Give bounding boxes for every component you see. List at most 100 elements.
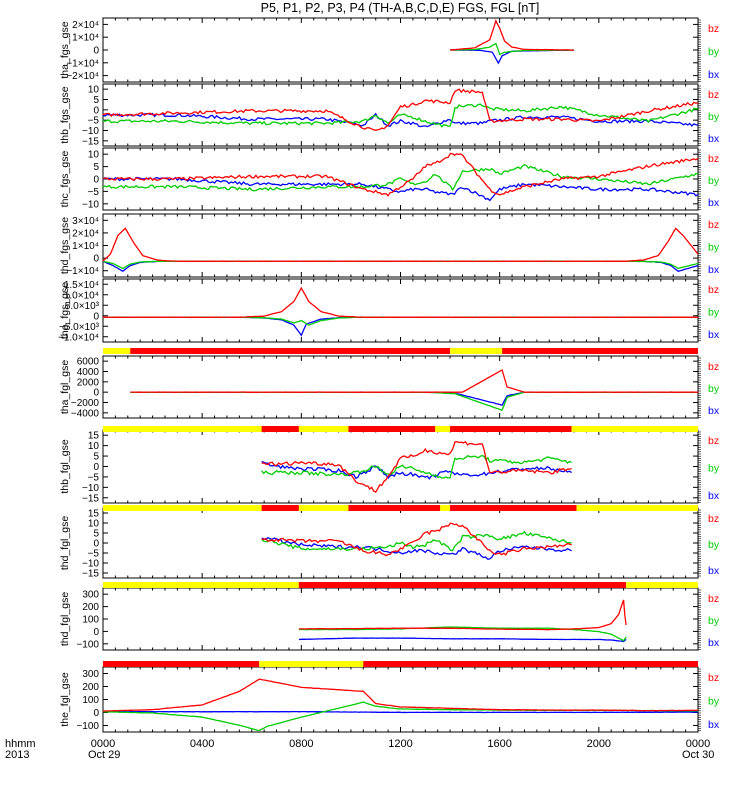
- y-tick-label: −4000: [71, 408, 100, 419]
- panel-frame: [102, 213, 699, 278]
- y-tick-label: 4000: [77, 367, 100, 378]
- y-axis-label: the_fgs_gse: [59, 282, 71, 339]
- y-axis-label: thd_fgl_gse: [59, 592, 71, 646]
- y-tick-label: 200: [82, 602, 99, 613]
- series-bz: [102, 227, 699, 263]
- status-segment-yellow: [298, 426, 349, 432]
- status-segment-red: [363, 661, 698, 667]
- panel-the_fgs_gse: the_fgs_gse1.5×10⁴1.0×10⁴5.0×10³0−5.0×10…: [58, 278, 720, 343]
- y-tick-label: 1×10⁴: [72, 33, 99, 44]
- legend-bz: bz: [708, 284, 719, 296]
- time-axis: hhmm 2013 Oct 29 Oct 30 0000 0400 0800 1200…: [5, 738, 714, 761]
- series-bz: [102, 152, 699, 197]
- legend-by: by: [708, 463, 720, 475]
- series-bx: [102, 112, 699, 128]
- status-segment-yellow: [103, 582, 299, 588]
- series-by: [102, 316, 699, 326]
- y-tick-label: 5: [93, 95, 99, 106]
- legend-by: by: [708, 111, 720, 123]
- legend-bx: bx: [708, 637, 720, 649]
- series-bz: [102, 88, 699, 131]
- y-tick-label: −1.0×10⁴: [58, 332, 99, 343]
- y-tick-label: 1×10⁴: [72, 241, 99, 252]
- x-tick-label: 2000: [587, 738, 611, 750]
- y-tick-label: −100: [76, 721, 99, 732]
- y-tick-label: 10: [88, 150, 100, 161]
- legend-by: by: [708, 175, 720, 187]
- y-tick-label: 0: [93, 311, 99, 322]
- status-segment-yellow: [571, 426, 698, 432]
- y-tick-label: 0: [93, 105, 99, 116]
- legend-bx: bx: [708, 69, 720, 81]
- y-tick-label: 100: [82, 615, 99, 626]
- y-tick-label: 0: [93, 708, 99, 719]
- y-tick-label: −5: [88, 187, 100, 198]
- y-tick-label: −15: [82, 493, 99, 504]
- y-tick-label: 3×10⁴: [72, 216, 99, 227]
- legend-by: by: [708, 307, 720, 319]
- y-axis-label: tha_fgs_gse: [59, 21, 71, 78]
- panel-group: tha_fgs_gse 2×10⁴1×10⁴0−1×10⁴−2×10⁴bzbybx…: [58, 17, 720, 733]
- status-bar: [103, 661, 698, 667]
- y-tick-label: 5: [93, 452, 99, 463]
- status-segment-red: [348, 505, 441, 511]
- status-segment-yellow: [298, 505, 349, 511]
- y-tick-label: 15: [88, 509, 100, 520]
- legend-bx: bx: [708, 719, 720, 731]
- series-bz: [298, 599, 627, 631]
- status-segment-yellow: [576, 505, 698, 511]
- legend-bz: bz: [708, 672, 719, 684]
- panel-thc_fgs_gse: thc_fgs_gse 105 0−5−10 bz by bx: [59, 147, 720, 211]
- legend-bz: bz: [708, 23, 719, 35]
- series-bz: [130, 369, 699, 393]
- legend-bx: bx: [708, 490, 720, 502]
- status-segment-yellow: [626, 582, 698, 588]
- x-tick-label: 0800: [289, 738, 313, 750]
- y-tick-label: −10: [82, 559, 99, 570]
- y-axis-label: the_fgl_gse: [59, 672, 71, 726]
- y-tick-label: 0: [93, 254, 99, 265]
- status-bar: [103, 582, 698, 588]
- status-segment-red: [450, 426, 572, 432]
- y-tick-label: −5.0×10³: [59, 322, 100, 333]
- y-tick-label: −10: [82, 483, 99, 494]
- status-bar: [103, 505, 698, 511]
- y-tick-label: 0: [93, 627, 99, 638]
- y-tick-label: 300: [82, 590, 99, 601]
- y-tick-label: −2000: [71, 398, 100, 409]
- series-bx: [103, 710, 699, 714]
- x-tick-label: 1600: [487, 738, 511, 750]
- panel-frame: [102, 17, 699, 83]
- x-tick-label: 0000: [91, 738, 115, 750]
- status-bar-group: [103, 348, 698, 667]
- status-segment-red: [261, 426, 299, 432]
- legend-by: by: [708, 539, 720, 551]
- series-by: [261, 455, 572, 479]
- legend-bz: bz: [708, 153, 719, 165]
- status-segment-red: [502, 348, 698, 354]
- legend-bz: bz: [708, 593, 719, 605]
- status-segment-yellow: [103, 505, 262, 511]
- legend-bx: bx: [708, 565, 720, 577]
- status-segment-red: [261, 505, 299, 511]
- y-tick-label: 300: [82, 669, 99, 680]
- status-segment-red: [103, 661, 260, 667]
- y-tick-label: −10: [82, 199, 99, 210]
- legend-by: by: [708, 242, 720, 254]
- y-tick-label: 2000: [77, 377, 100, 388]
- legend-by: by: [708, 615, 720, 627]
- status-segment-yellow: [435, 426, 451, 432]
- x-tick-label: 0000: [686, 738, 710, 750]
- year-label: 2013: [5, 749, 29, 761]
- y-tick-label: 2×10⁴: [72, 20, 99, 31]
- y-tick-label: −10: [82, 126, 99, 137]
- y-tick-label: 6000: [77, 357, 100, 368]
- y-tick-label: −1×10⁴: [66, 266, 99, 277]
- series-bx: [298, 637, 627, 643]
- y-tick-label: −100: [76, 639, 99, 650]
